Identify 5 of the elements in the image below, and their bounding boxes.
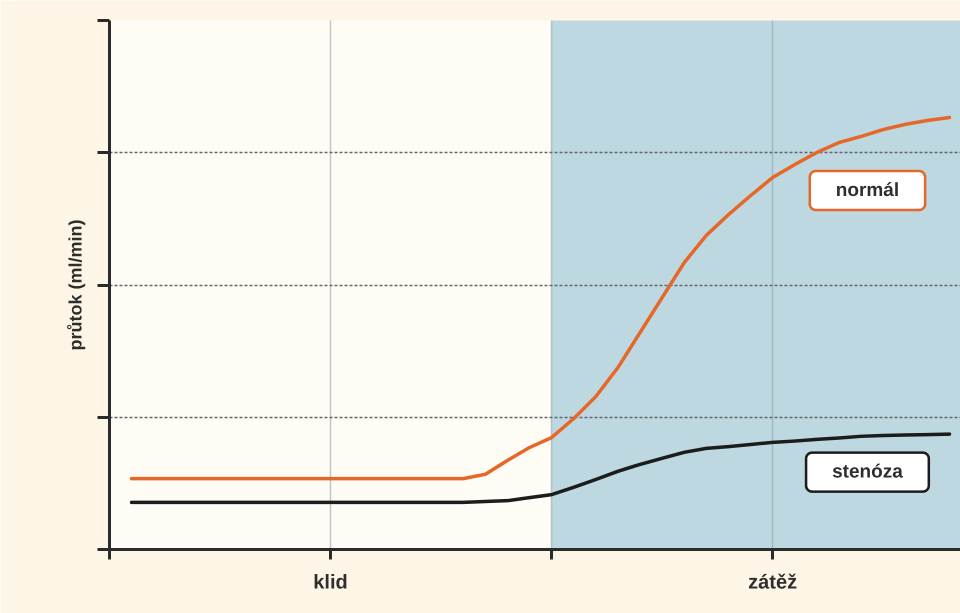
series-label: normál xyxy=(836,180,900,201)
series-label: stenóza xyxy=(832,462,904,483)
x-tick-label: klid xyxy=(313,572,348,594)
y-axis-title: průtok (ml/min) xyxy=(66,219,86,350)
x-tick-label: zátěž xyxy=(748,572,798,594)
